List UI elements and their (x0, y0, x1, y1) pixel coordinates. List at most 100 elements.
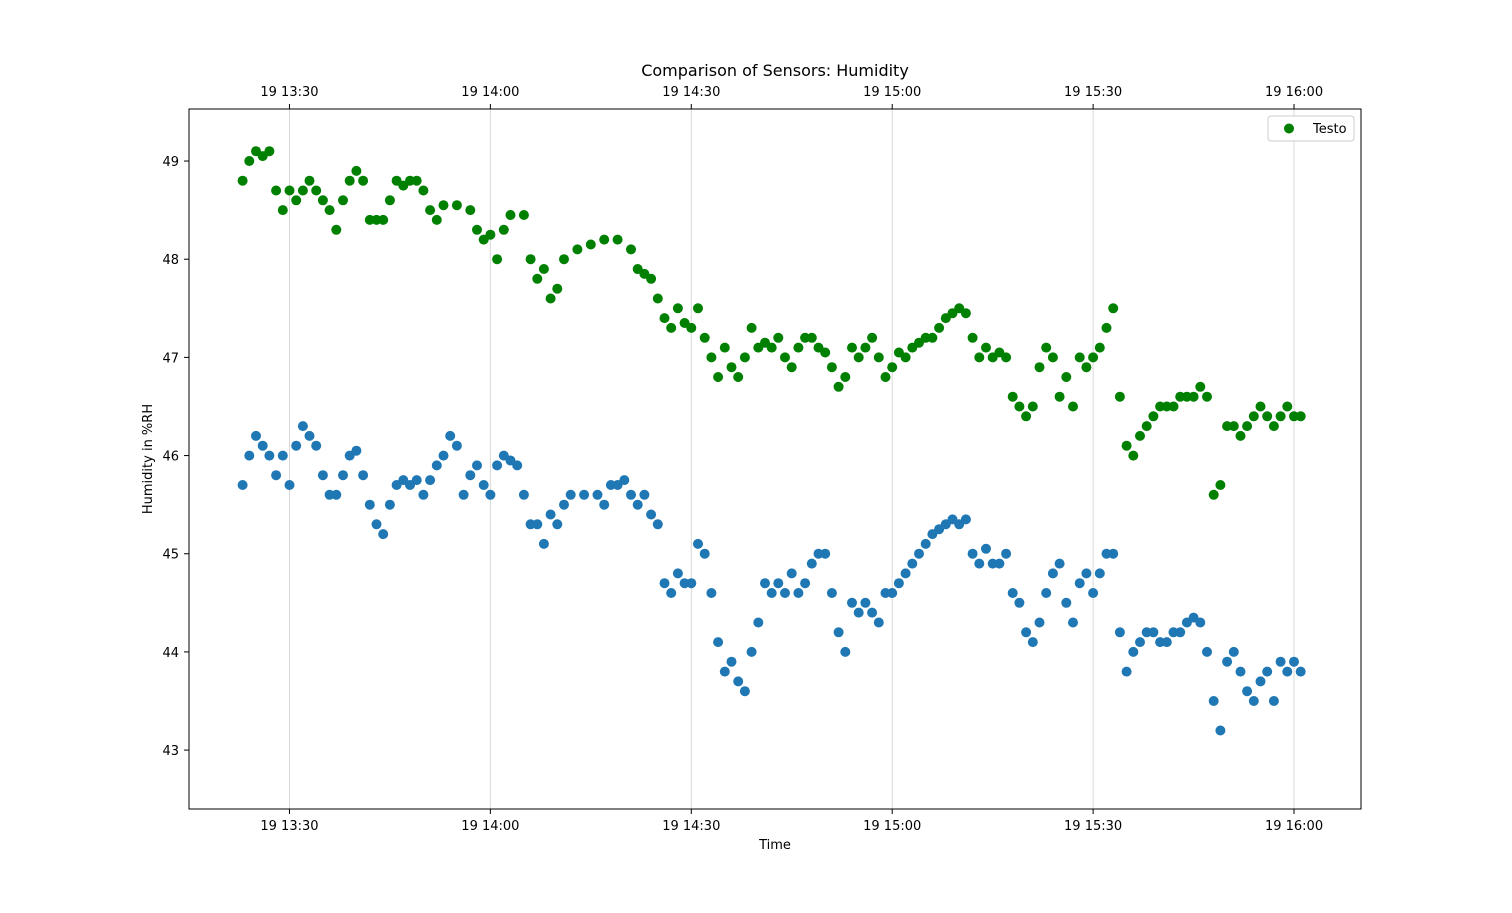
data-point (1007, 588, 1018, 598)
data-point (780, 588, 790, 598)
data-point (860, 597, 871, 608)
data-point (518, 489, 529, 500)
data-point (706, 588, 717, 598)
data-point (284, 185, 295, 196)
data-point (1175, 627, 1186, 638)
data-point (659, 578, 670, 589)
data-point (1074, 578, 1085, 589)
data-point (565, 489, 576, 500)
data-point (1195, 381, 1206, 392)
data-point (1188, 391, 1199, 402)
data-point (666, 588, 677, 598)
plot-frame (188, 108, 1362, 810)
data-point (719, 666, 730, 677)
data-point (411, 475, 422, 486)
data-point (291, 195, 302, 206)
data-point (384, 195, 395, 206)
data-point (599, 499, 610, 510)
data-point (1168, 401, 1179, 412)
data-point (425, 205, 436, 216)
data-point (960, 514, 971, 525)
data-point (880, 372, 891, 382)
data-point (311, 440, 322, 451)
data-point (1228, 421, 1239, 432)
data-point (760, 578, 770, 589)
x-tick-label: 19 16:00 (1265, 819, 1323, 834)
data-point (545, 293, 556, 304)
data-point (666, 322, 677, 333)
data-point (840, 372, 851, 382)
data-point (364, 499, 375, 510)
data-point (900, 568, 911, 579)
data-point (1128, 646, 1139, 657)
data-point (1068, 401, 1078, 412)
data-point (826, 588, 837, 598)
data-point (271, 185, 282, 196)
data-point (867, 332, 878, 343)
data-point (1262, 666, 1273, 677)
legend-label-testo: Testo (1312, 122, 1347, 137)
legend-marker-testo (1284, 123, 1294, 134)
data-point (1041, 588, 1052, 598)
data-point (552, 519, 563, 530)
data-point (485, 229, 496, 240)
data-point (820, 548, 831, 559)
data-point (1202, 646, 1212, 657)
data-point (773, 332, 784, 343)
data-point (592, 489, 603, 500)
x-tick-label: 19 13:30 (260, 819, 318, 834)
data-point (525, 254, 536, 265)
data-point (1242, 421, 1253, 432)
data-point (1114, 627, 1125, 638)
data-point (786, 362, 797, 373)
data-point (659, 313, 670, 324)
data-point (297, 421, 308, 432)
data-point (686, 322, 697, 333)
data-point (545, 509, 556, 520)
series-1 (237, 421, 1306, 736)
data-point (1135, 430, 1145, 441)
data-point (646, 509, 657, 520)
data-point (1047, 568, 1058, 579)
data-point (626, 244, 636, 255)
data-point (1108, 548, 1119, 559)
data-point (800, 578, 811, 589)
data-point (1202, 391, 1212, 402)
data-point (1114, 391, 1125, 402)
data-point (438, 200, 449, 211)
data-point (1208, 696, 1219, 706)
data-point (853, 607, 864, 618)
data-point (652, 519, 663, 530)
data-point (887, 362, 898, 373)
data-point (1014, 597, 1025, 608)
data-point (538, 264, 549, 274)
data-point (472, 224, 482, 235)
data-point (820, 347, 831, 358)
data-point (719, 342, 730, 353)
x-axis-label: Time (758, 838, 791, 853)
data-point (264, 450, 275, 461)
data-point (1208, 489, 1219, 500)
data-point (1282, 401, 1293, 412)
data-point (1282, 666, 1293, 677)
data-point (726, 656, 737, 667)
data-point (1094, 342, 1105, 353)
data-point (1101, 322, 1112, 333)
data-point (1255, 401, 1266, 412)
series-0 (237, 146, 1306, 500)
data-point (1108, 303, 1119, 314)
data-point (646, 273, 657, 284)
data-point (418, 489, 429, 500)
data-point (378, 214, 389, 225)
data-point (411, 175, 422, 186)
data-point (766, 342, 777, 353)
data-point (746, 322, 757, 333)
data-point (465, 205, 476, 216)
x-top-tick-label: 19 14:00 (461, 85, 519, 100)
data-point (974, 558, 985, 569)
data-point (733, 372, 744, 382)
x-tick-label: 19 15:30 (1064, 819, 1122, 834)
data-point (1061, 372, 1072, 382)
